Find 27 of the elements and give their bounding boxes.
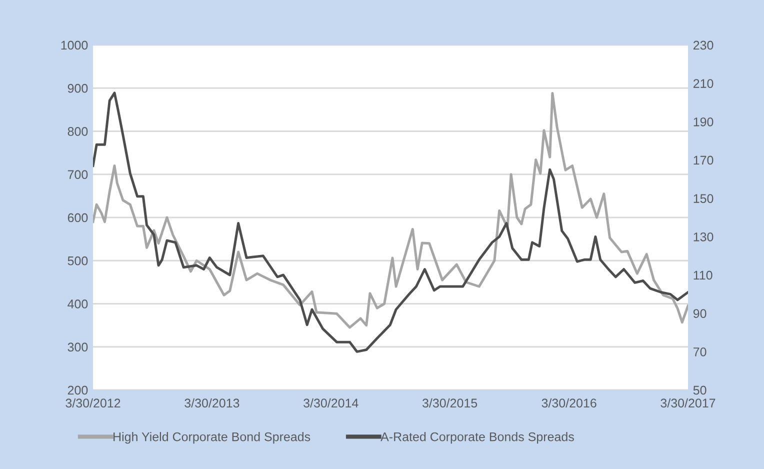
x-tick-label: 3/30/2017 bbox=[660, 398, 716, 408]
x-tick-label: 3/30/2014 bbox=[304, 398, 358, 408]
legend-label: High Yield Corporate Bond Spreads bbox=[114, 432, 310, 444]
y-tick-label: 800 bbox=[68, 127, 88, 136]
y2-tick-label: 50 bbox=[693, 386, 706, 395]
y2-tick-label: 90 bbox=[693, 309, 706, 318]
y2-tick-label: 130 bbox=[694, 232, 714, 242]
y2-tick-label: 150 bbox=[694, 194, 714, 203]
y-tick-label: 1000 bbox=[61, 40, 88, 50]
y-tick-label: 500 bbox=[68, 256, 88, 266]
y2-tick-label: 170 bbox=[694, 156, 714, 165]
y-tick-label: 900 bbox=[68, 84, 88, 93]
y2-tick-label: 190 bbox=[694, 117, 714, 126]
y2-tick-label: 110 bbox=[694, 270, 712, 280]
x-tick-label: 3/30/2015 bbox=[422, 398, 478, 408]
y2-tick-label: 210 bbox=[693, 79, 714, 88]
y2-tick-label: 230 bbox=[693, 40, 714, 50]
x-tick-label: 3/30/2012 bbox=[66, 398, 120, 408]
x-tick-label: 3/30/2013 bbox=[184, 398, 240, 408]
y-tick-label: 700 bbox=[68, 170, 88, 180]
y-tick-label: 400 bbox=[68, 300, 88, 308]
y-tick-label: 600 bbox=[68, 213, 88, 222]
x-tick-label: 3/30/2016 bbox=[542, 398, 596, 408]
legend-label: A-Rated Corporate Bonds Spreads bbox=[380, 432, 574, 444]
y2-tick-label: 70 bbox=[694, 347, 706, 356]
y-tick-label: 300 bbox=[68, 342, 88, 352]
y-tick-label: 200 bbox=[68, 386, 88, 395]
